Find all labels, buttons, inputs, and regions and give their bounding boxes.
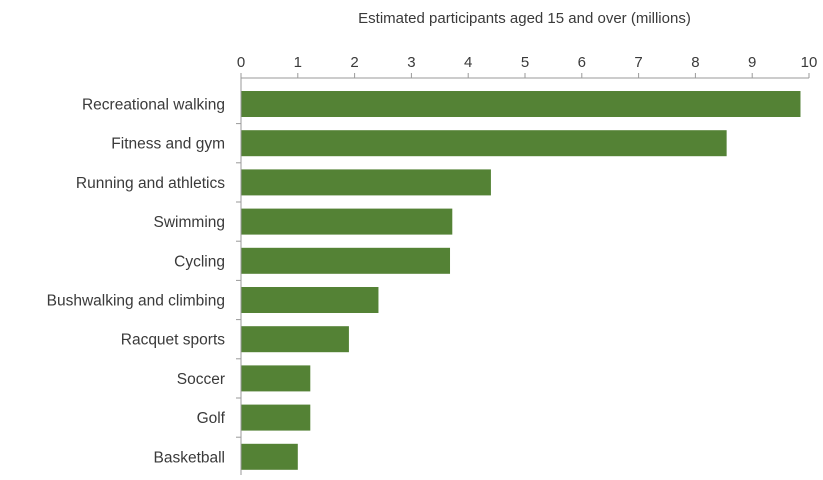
bar	[241, 326, 349, 353]
x-tick-label: 5	[521, 54, 529, 71]
x-tick-label: 10	[801, 54, 818, 71]
category-label: Swimming	[154, 214, 225, 231]
category-label: Racquet sports	[121, 332, 225, 349]
x-tick-label: 7	[634, 54, 642, 71]
x-tick-label: 2	[350, 54, 358, 71]
x-tick-label: 0	[237, 54, 245, 71]
x-tick-label: 1	[294, 54, 302, 71]
x-tick-label: 4	[464, 54, 472, 71]
bar	[241, 91, 801, 117]
category-label: Running and athletics	[76, 175, 225, 192]
x-tick-label: 9	[748, 54, 756, 71]
category-label: Bushwalking and climbing	[47, 293, 225, 310]
bar	[241, 287, 379, 313]
bar	[241, 404, 311, 431]
category-label: Cycling	[174, 253, 225, 270]
x-tick-label: 6	[578, 54, 586, 71]
category-label: Soccer	[177, 371, 225, 388]
category-label: Recreational walking	[82, 97, 225, 114]
bar	[241, 169, 491, 196]
x-tick-label: 3	[407, 54, 415, 71]
category-label: Fitness and gym	[111, 136, 225, 153]
x-tick-label: 8	[691, 54, 699, 71]
x-axis-title: Estimated participants aged 15 and over …	[358, 10, 691, 27]
bar	[241, 130, 727, 157]
bar	[241, 247, 451, 274]
bar	[241, 365, 311, 392]
category-label: Basketball	[153, 449, 225, 466]
category-label: Golf	[197, 410, 226, 427]
bar	[241, 208, 453, 235]
bar	[241, 443, 298, 470]
